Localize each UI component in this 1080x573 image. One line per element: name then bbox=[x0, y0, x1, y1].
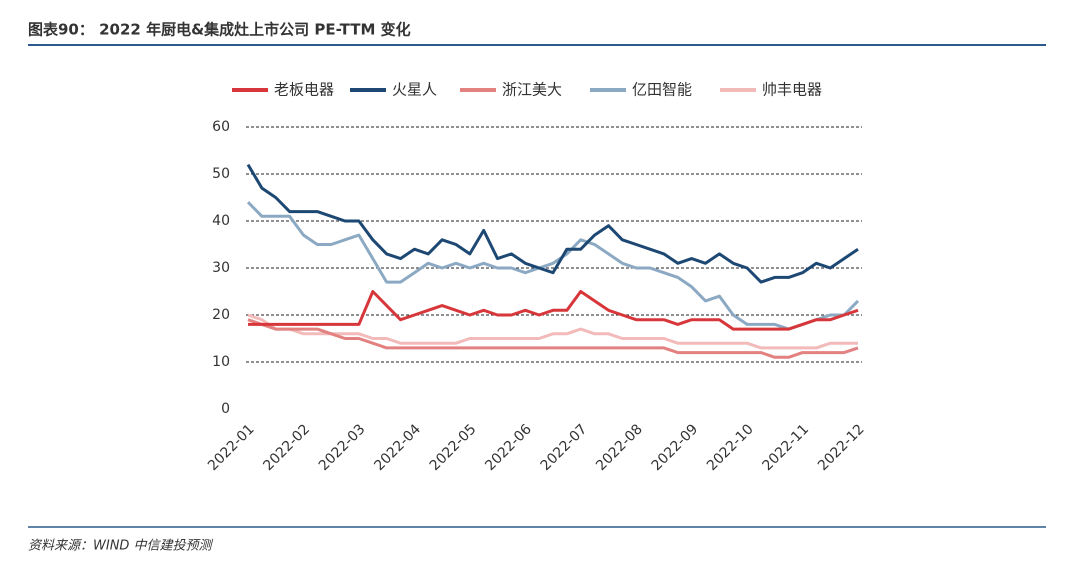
y-tick-label: 20 bbox=[212, 307, 230, 323]
x-tick-label: 2022-09 bbox=[649, 421, 702, 474]
legend-label: 帅丰电器 bbox=[762, 81, 822, 99]
x-tick-label: 2022-06 bbox=[482, 421, 535, 474]
series-line bbox=[247, 318, 859, 359]
x-tick-label: 2022-03 bbox=[316, 421, 369, 474]
x-tick-label: 2022-12 bbox=[815, 421, 868, 474]
chart-title: 图表90： 2022 年厨电&集成灶上市公司 PE-TTM 变化 bbox=[28, 21, 411, 39]
y-tick-label: 30 bbox=[212, 260, 230, 276]
legend-label: 老板电器 bbox=[274, 81, 334, 99]
y-tick-label: 60 bbox=[212, 119, 230, 135]
x-tick-label: 2022-08 bbox=[593, 421, 646, 474]
legend-label: 亿田智能 bbox=[632, 81, 692, 99]
series-line bbox=[246, 201, 860, 331]
legend-label: 浙江美大 bbox=[502, 81, 562, 99]
y-tick-label: 40 bbox=[212, 213, 230, 229]
series-line bbox=[248, 290, 859, 331]
x-tick-label: 2022-02 bbox=[260, 421, 313, 474]
x-tick-label: 2022-07 bbox=[538, 421, 591, 474]
series-line bbox=[247, 313, 858, 350]
x-tick-label: 2022-05 bbox=[427, 421, 480, 474]
y-tick-label: 10 bbox=[212, 354, 230, 370]
y-tick-label: 0 bbox=[221, 401, 230, 417]
x-tick-label: 2022-10 bbox=[704, 421, 757, 474]
x-tick-label: 2022-01 bbox=[205, 421, 258, 474]
x-tick-label: 2022-11 bbox=[760, 421, 813, 474]
source-note: 资料来源：WIND 中信建投预测 bbox=[28, 539, 214, 554]
x-tick-label: 2022-04 bbox=[371, 421, 424, 474]
series-line bbox=[246, 163, 859, 284]
legend-label: 火星人 bbox=[392, 81, 437, 99]
y-tick-label: 50 bbox=[212, 166, 230, 182]
